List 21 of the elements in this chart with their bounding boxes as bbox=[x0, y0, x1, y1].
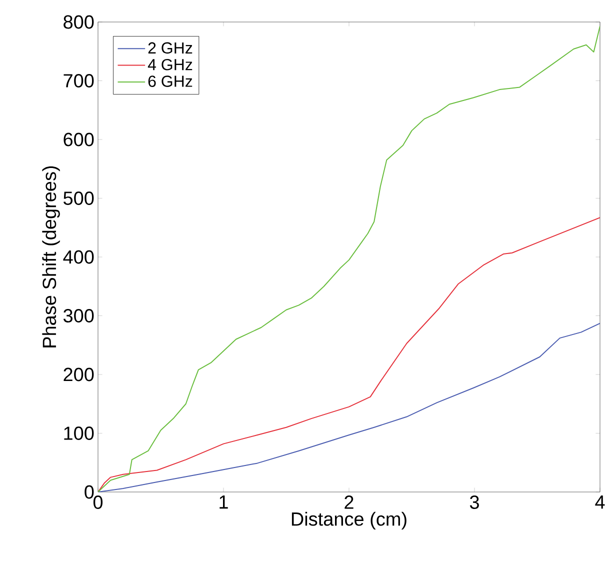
line-series bbox=[98, 217, 600, 492]
x-tick-label: 0 bbox=[93, 496, 103, 509]
y-tick-label: 200 bbox=[64, 368, 94, 382]
y-tick-label: 400 bbox=[63, 250, 94, 264]
line-series bbox=[98, 322, 600, 492]
legend-label: 4 GHz bbox=[148, 58, 192, 70]
y-tick-label: 800 bbox=[64, 15, 94, 29]
y-tick-label: 300 bbox=[63, 309, 94, 322]
y-tick-label: 100 bbox=[64, 426, 94, 440]
y-tick-label: 0 bbox=[84, 485, 94, 499]
y-tick-label: 600 bbox=[64, 132, 94, 146]
x-tick-label: 4 bbox=[595, 496, 605, 509]
y-axis-title: Phase Shift (degrees) bbox=[42, 166, 60, 348]
y-tick-label: 700 bbox=[64, 74, 94, 88]
x-axis-title: Distance (cm) bbox=[292, 512, 406, 530]
x-tick-label: 3 bbox=[470, 496, 479, 509]
legend-label: 2 GHz bbox=[148, 42, 192, 54]
x-tick-label: 2 bbox=[344, 496, 354, 509]
x-tick-label: 1 bbox=[220, 496, 228, 509]
legend-label: 6 GHz bbox=[148, 76, 192, 87]
y-tick-label: 500 bbox=[64, 192, 94, 205]
